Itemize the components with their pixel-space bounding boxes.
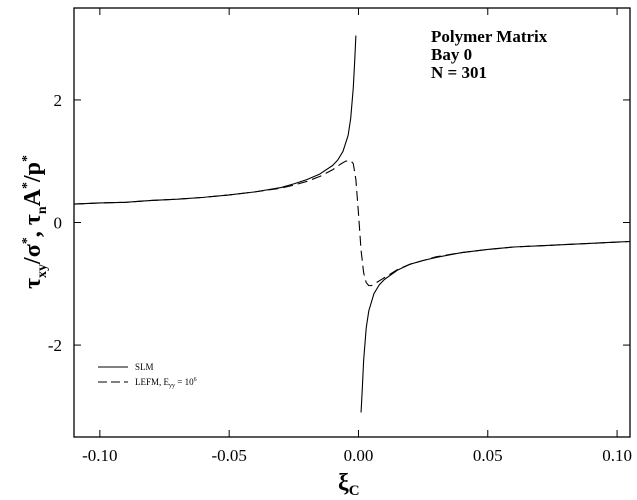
x-tick-label-0: -0.10 <box>82 446 117 465</box>
y-tick-label-0: -2 <box>48 336 62 355</box>
legend: SLM LEFM, Eyy = 106 <box>98 362 197 389</box>
y-title-p3: * <box>20 155 35 162</box>
y-title-m2: , τ <box>20 214 46 237</box>
x-axis-title-main: ξ <box>338 470 349 496</box>
y-title-m3: A <box>20 188 46 206</box>
series-slm-line-seg-1 <box>360 240 631 413</box>
x-tick-label-3: 0.05 <box>473 446 503 465</box>
x-tick-label-1: -0.05 <box>211 446 246 465</box>
series-lefm-line-seg-0 <box>73 160 631 287</box>
y-axis-title: τxy/σ*, τnA*/p* <box>20 155 50 289</box>
annotation-line-2: Bay 0 <box>431 45 472 64</box>
x-axis-title-sub: C <box>349 483 360 499</box>
legend-label-slm: SLM <box>135 362 154 372</box>
x-axis-title: ξC <box>338 470 360 499</box>
annotation-line-1: Polymer Matrix <box>431 27 548 46</box>
y-title-t1: τ <box>20 278 46 289</box>
legend-lefm-sub: yy <box>169 383 175 389</box>
y-title-p2: * <box>20 182 35 189</box>
x-axis-ticks: -0.10 -0.05 0.00 0.05 0.10 <box>82 8 632 465</box>
x-tick-label-2: 0.00 <box>344 446 374 465</box>
legend-lefm-sup: 6 <box>194 377 197 383</box>
y-title-s1: xy <box>35 264 50 278</box>
legend-lefm-main: LEFM, E <box>135 377 170 387</box>
y-axis-ticks: -2 0 2 <box>48 91 630 355</box>
annotation-line-3: N = 301 <box>431 63 487 82</box>
series-layer <box>73 35 631 413</box>
legend-label-lefm: LEFM, Eyy = 106 <box>135 377 197 389</box>
legend-lefm-tail: = 10 <box>175 377 194 387</box>
y-tick-label-2: 2 <box>54 91 63 110</box>
y-tick-label-1: 0 <box>54 214 63 233</box>
x-tick-label-4: 0.10 <box>602 446 632 465</box>
y-title-m4: /p <box>20 162 46 183</box>
y-title-s2: n <box>35 206 50 214</box>
plot-frame <box>73 7 631 438</box>
y-title-m1: /σ <box>20 244 46 265</box>
y-title-p1: * <box>20 237 35 244</box>
